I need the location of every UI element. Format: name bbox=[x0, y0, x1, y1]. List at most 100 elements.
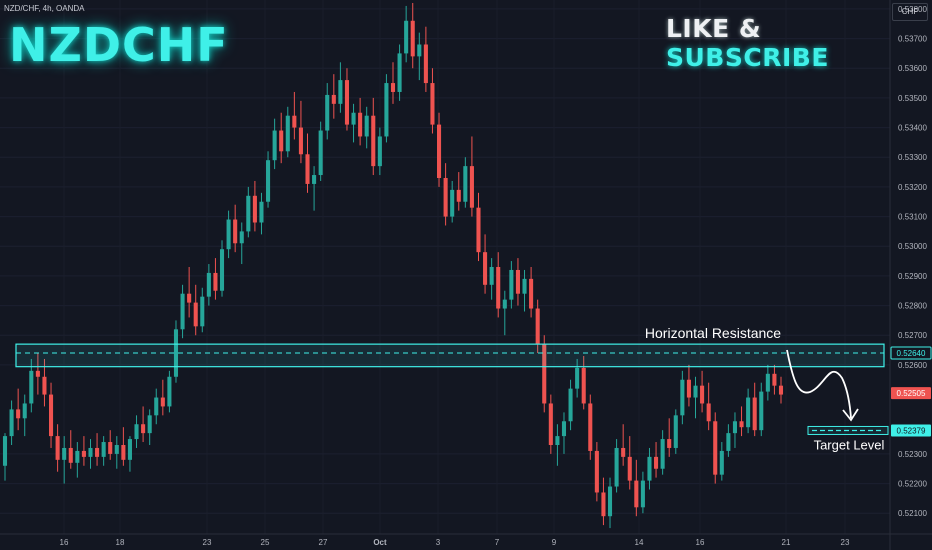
arrow-head-icon bbox=[842, 408, 859, 422]
candle-body bbox=[364, 115, 369, 137]
candle-body bbox=[35, 370, 40, 377]
candle-body bbox=[739, 421, 744, 428]
candle-body bbox=[732, 421, 738, 434]
price-tick-label: 0.53700 bbox=[898, 35, 927, 44]
candle-body bbox=[430, 83, 435, 125]
candle-body bbox=[2, 436, 8, 466]
candle-body bbox=[621, 447, 626, 457]
candle-body bbox=[515, 269, 520, 294]
candle-body bbox=[765, 373, 770, 392]
price-tick-label: 0.53800 bbox=[898, 5, 927, 14]
page-title: NZDCHF bbox=[9, 18, 229, 72]
candle-body bbox=[160, 397, 165, 407]
candle-body bbox=[371, 115, 376, 167]
candle-body bbox=[581, 367, 586, 404]
time-tick-label: 7 bbox=[495, 538, 500, 547]
candle-body bbox=[154, 397, 159, 416]
price-tick-label: 0.53300 bbox=[898, 153, 927, 162]
candle-body bbox=[588, 403, 593, 451]
time-tick-label: 9 bbox=[552, 538, 557, 547]
candle-body bbox=[660, 439, 665, 469]
candle-body bbox=[344, 80, 350, 125]
candle-body bbox=[55, 436, 60, 460]
price-tick-label: 0.52600 bbox=[898, 361, 927, 370]
candle-body bbox=[601, 492, 606, 517]
candle-body bbox=[252, 195, 257, 223]
candle-body bbox=[29, 370, 34, 404]
time-axis[interactable]: 16 18 23 25 27 Oct 3 7 9 14 16 21 23 bbox=[0, 533, 932, 547]
candle-body bbox=[489, 267, 494, 285]
candle-body bbox=[673, 415, 678, 448]
candle-body bbox=[634, 480, 639, 508]
price-axis-bg bbox=[890, 0, 932, 550]
candle-body bbox=[390, 83, 396, 92]
resistance-zone bbox=[15, 343, 885, 368]
candle-body bbox=[121, 445, 126, 460]
candle-body bbox=[555, 436, 560, 445]
candle-body bbox=[575, 367, 580, 389]
candle-body bbox=[647, 456, 652, 481]
candle-body bbox=[266, 160, 271, 202]
candle-body bbox=[469, 166, 474, 208]
candle-body bbox=[233, 219, 238, 244]
candle-body bbox=[351, 112, 356, 125]
candle-body bbox=[680, 379, 685, 416]
candle-body bbox=[88, 447, 93, 457]
candle-body bbox=[706, 403, 711, 422]
candle-body bbox=[483, 252, 488, 285]
candle-body bbox=[377, 136, 382, 167]
candle-body bbox=[213, 272, 218, 291]
candle-body bbox=[134, 424, 139, 440]
target-price-tag: 0.52379 bbox=[897, 426, 926, 435]
candle-body bbox=[9, 409, 14, 437]
candle-body bbox=[42, 376, 47, 395]
candle-body bbox=[226, 219, 231, 250]
candle-body bbox=[285, 115, 290, 152]
price-tick-label: 0.53200 bbox=[898, 183, 927, 192]
time-tick-label: 16 bbox=[60, 538, 69, 547]
candle-body bbox=[384, 83, 389, 137]
candle-body bbox=[594, 450, 599, 493]
resistance-price-tag-bg bbox=[890, 346, 932, 360]
candle-body bbox=[423, 44, 428, 84]
candle-body bbox=[292, 115, 297, 128]
candle-body bbox=[298, 127, 303, 155]
candle-body bbox=[686, 379, 691, 398]
candle-body bbox=[167, 376, 172, 407]
candle-body bbox=[456, 189, 461, 202]
time-tick-label: Oct bbox=[373, 538, 387, 547]
currency-button[interactable]: CHF bbox=[892, 3, 928, 21]
candle-body bbox=[450, 189, 455, 217]
candle-body bbox=[667, 439, 672, 448]
price-tick-label: 0.52200 bbox=[898, 480, 927, 489]
candle-body bbox=[147, 415, 152, 434]
candle-body bbox=[627, 456, 632, 481]
time-tick-label: 27 bbox=[319, 538, 328, 547]
price-tags: 0.52640 0.52505 0.52379 bbox=[890, 346, 932, 437]
candle-body bbox=[101, 442, 106, 457]
price-tick-label: 0.53400 bbox=[898, 124, 927, 133]
annotations-layer: Horizontal Resistance Target Level bbox=[15, 325, 889, 452]
time-tick-label: 25 bbox=[261, 538, 270, 547]
candle-body bbox=[193, 302, 198, 327]
price-axis[interactable]: 0.53800 0.53700 0.53600 0.53500 0.53400 0.533… bbox=[889, 0, 932, 550]
candle-body bbox=[746, 397, 751, 428]
candle-body bbox=[410, 20, 415, 57]
candle-body bbox=[719, 450, 724, 475]
candle-body bbox=[726, 433, 731, 451]
price-tick-label: 0.53600 bbox=[898, 64, 927, 73]
time-tick-label: 21 bbox=[782, 538, 791, 547]
candle-body bbox=[81, 450, 86, 457]
candle-body bbox=[640, 480, 645, 508]
candle-body bbox=[95, 447, 100, 457]
candle-body bbox=[16, 409, 21, 419]
candle-body bbox=[259, 201, 264, 223]
candle-body bbox=[535, 308, 540, 345]
candle-body bbox=[173, 329, 179, 377]
candle-body bbox=[325, 94, 330, 131]
candle-body bbox=[542, 344, 547, 404]
like-subscribe-banner: LIKE & SUBSCRIBE bbox=[666, 14, 932, 72]
candle-body bbox=[436, 124, 442, 178]
candle-body bbox=[68, 447, 73, 463]
